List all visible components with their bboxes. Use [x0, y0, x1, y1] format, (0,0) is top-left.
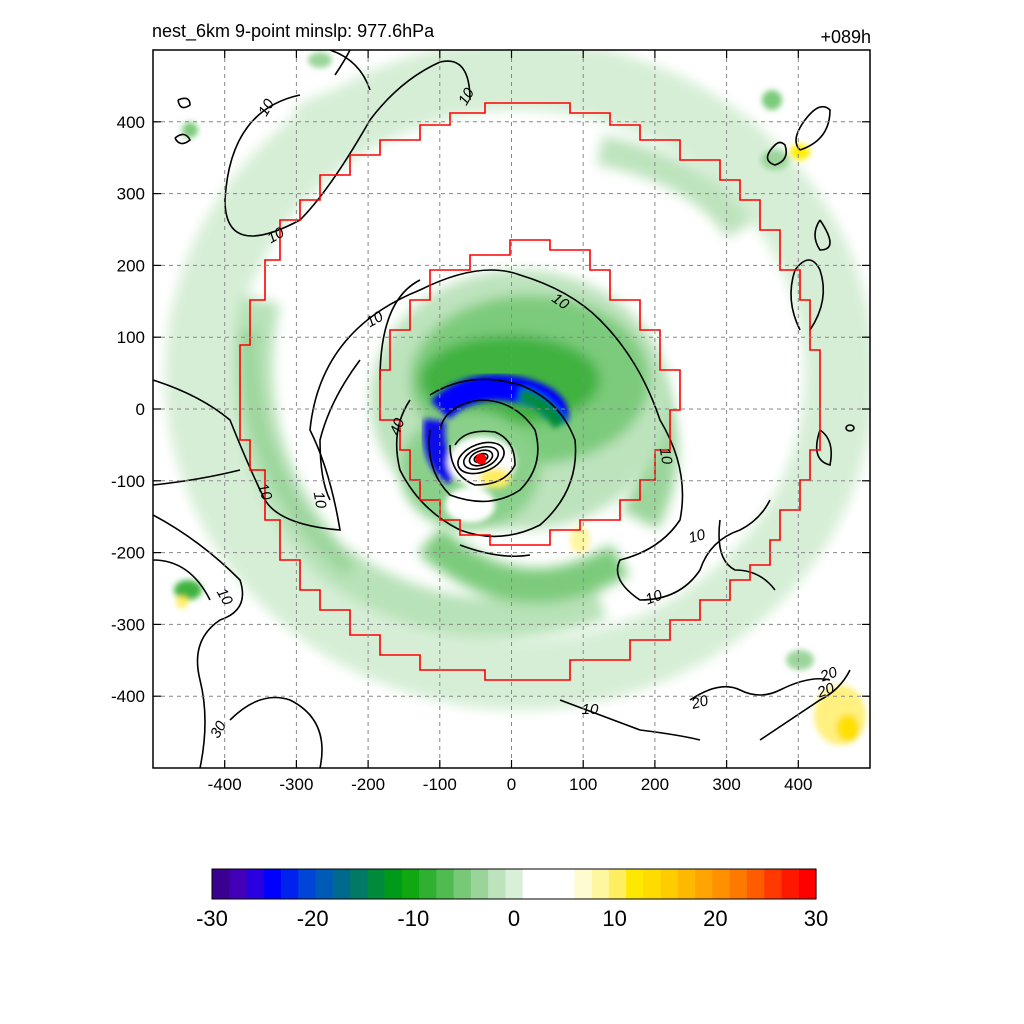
colorbar-tick-label: -10 [397, 906, 429, 931]
contour-label: 10 [455, 85, 478, 109]
colorbar-cell [729, 869, 748, 899]
colorbar-cell [453, 869, 472, 899]
colorbar-tick-label: 0 [508, 906, 520, 931]
colorbar-cell [384, 869, 403, 899]
colorbar-cell [626, 869, 645, 899]
y-tick-label: 300 [117, 185, 145, 204]
contour-label: 10 [255, 96, 278, 120]
contour-label: 20 [814, 679, 837, 701]
colorbar-cell [470, 869, 489, 899]
contour-label: 10 [213, 585, 236, 609]
colorbar-cell [591, 869, 610, 899]
x-tick-label: 200 [641, 775, 669, 794]
colorbar-cell [746, 869, 765, 899]
nest-boundaries [239, 102, 821, 681]
x-tick-label: -300 [279, 775, 313, 794]
contour-label: 40 [387, 415, 409, 437]
colorbar-cell [539, 869, 558, 899]
colorbar-cell [522, 869, 541, 899]
colorbar-cell [764, 869, 783, 899]
colorbar-cell [229, 869, 248, 899]
colorbar-tick-label: 30 [804, 906, 828, 931]
y-tick-label: -300 [111, 615, 145, 634]
contour-label: 30 [207, 718, 230, 742]
contour-label: 10 [687, 526, 708, 547]
colorbar-cell [712, 869, 731, 899]
colorbar-cell [781, 869, 800, 899]
contour-label: 10 [643, 586, 665, 608]
colorbar-cell [246, 869, 265, 899]
colorbar-cell [281, 869, 299, 899]
colorbar-tick-label: 10 [602, 906, 626, 931]
colorbar-cell [350, 869, 368, 899]
colorbar-cell [574, 869, 593, 899]
colorbar-cell [298, 869, 317, 899]
y-tick-label: -100 [111, 472, 145, 491]
y-tick-label: 100 [117, 328, 145, 347]
forecast-hour-label: +089h [820, 27, 871, 47]
shaded-field [153, 50, 870, 768]
colorbar-tick-label: -30 [196, 906, 228, 931]
y-tick-label: 200 [117, 256, 145, 275]
x-tick-label: 400 [784, 775, 812, 794]
contour-label: 20 [817, 663, 840, 685]
colorbar-cell [608, 869, 627, 899]
x-tick-label: -100 [423, 775, 457, 794]
contour-label: 10 [310, 490, 330, 510]
colorbar-cell [677, 869, 696, 899]
colorbar-cell [695, 869, 714, 899]
x-tick-label: -200 [351, 775, 385, 794]
y-tick-label: 0 [136, 400, 145, 419]
contour-label: 10 [656, 446, 676, 466]
contour-label: 10 [254, 481, 276, 503]
colorbar-cell [488, 869, 506, 899]
contour-label: 10 [582, 701, 599, 718]
contour-label: 20 [689, 692, 711, 713]
colorbar-cell [315, 869, 334, 899]
colorbar-cell [660, 869, 679, 899]
colorbar-cell [798, 869, 817, 899]
x-tick-label: 0 [507, 775, 516, 794]
colorbar-cell [436, 869, 455, 899]
colorbar-tick-label: -20 [297, 906, 329, 931]
colorbar-cell [401, 869, 420, 899]
y-tick-label: 400 [117, 113, 145, 132]
x-tick-label: 300 [712, 775, 740, 794]
x-tick-label: 100 [569, 775, 597, 794]
y-tick-label: -400 [111, 687, 145, 706]
y-axis: 400 300 200 100 0 -100 -200 -300 -400 [111, 113, 870, 706]
colorbar: -30 -20 -10 0 10 20 30 [196, 868, 828, 931]
colorbar-cell [263, 869, 282, 899]
colorbar-cell [419, 869, 437, 899]
x-axis: -400 -300 -200 -100 0 100 200 300 400 [208, 50, 812, 794]
colorbar-cell [367, 869, 386, 899]
colorbar-cell [505, 869, 524, 899]
y-tick-label: -200 [111, 544, 145, 563]
colorbar-cell [332, 869, 351, 899]
contour-label: 10 [363, 308, 387, 331]
colorbar-cell [557, 869, 575, 899]
storm-center-marker [475, 453, 487, 465]
colorbar-cell [643, 869, 662, 899]
chart-title: nest_6km 9-point minslp: 977.6hPa [152, 21, 435, 41]
colorbar-cell [212, 869, 230, 899]
contour-label: 10 [264, 224, 288, 247]
colorbar-tick-label: 20 [703, 906, 727, 931]
x-tick-label: -400 [208, 775, 242, 794]
